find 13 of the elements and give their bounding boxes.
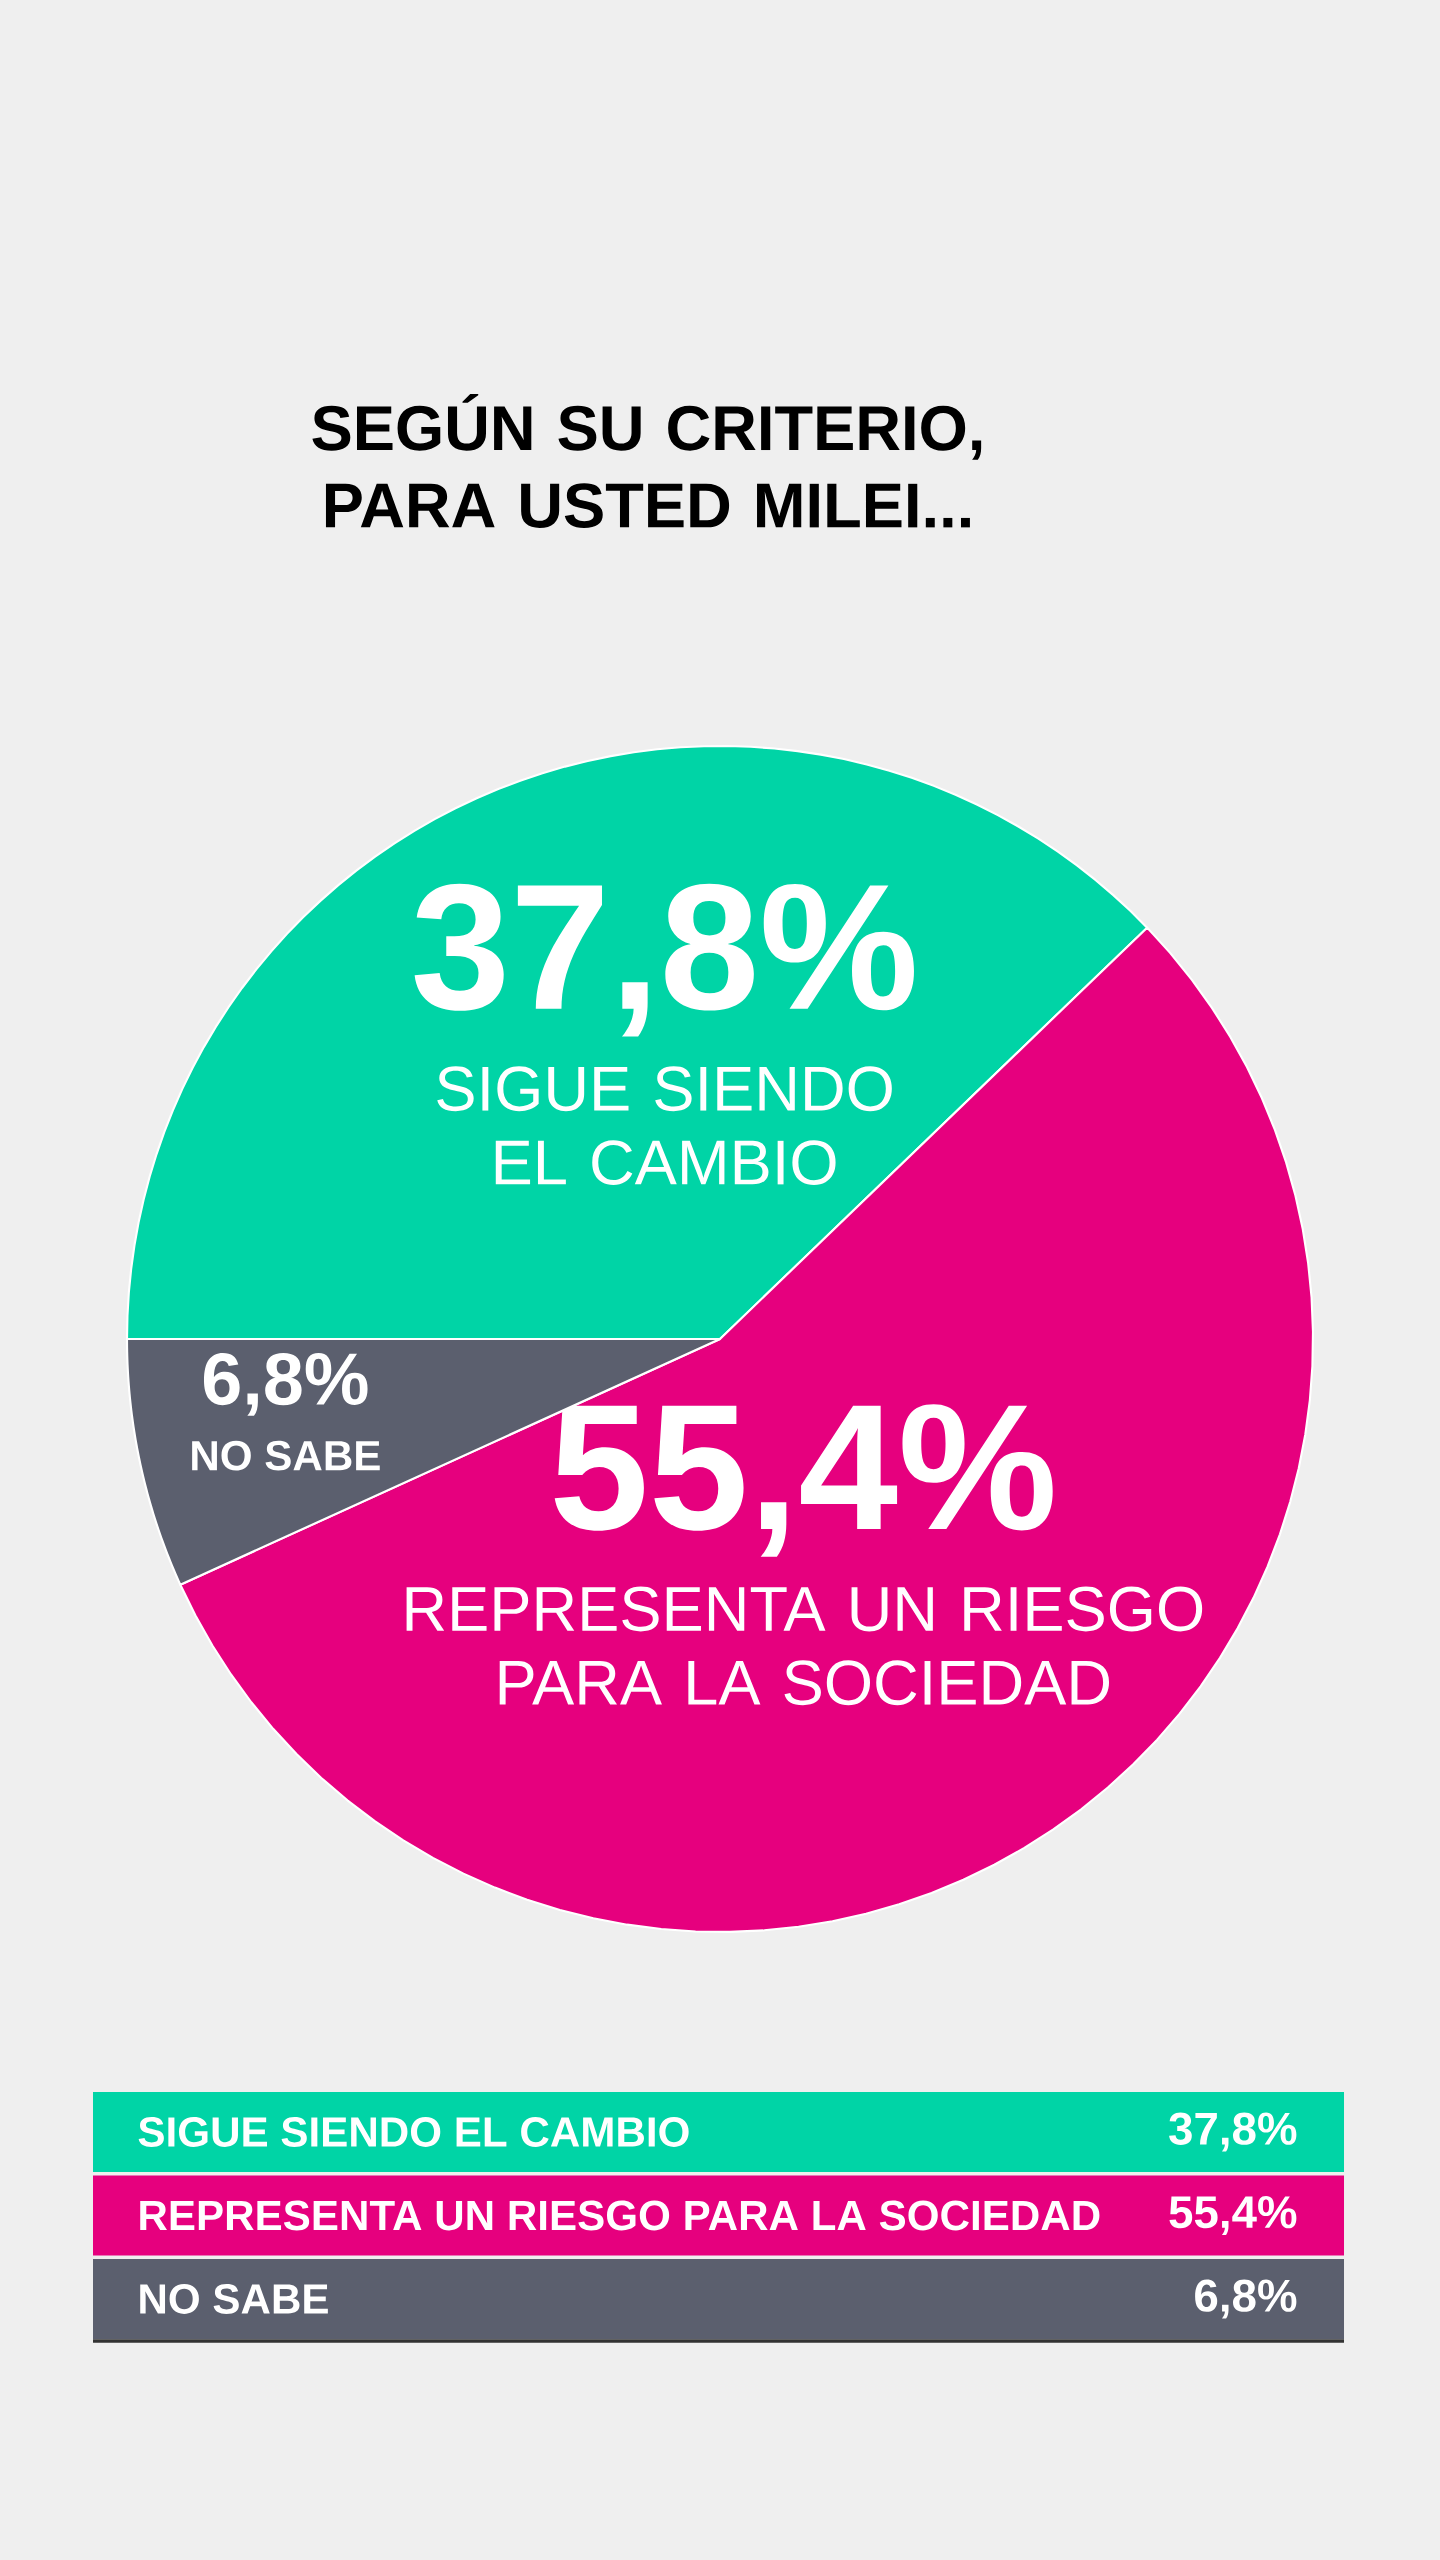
text: 37,8% xyxy=(1169,2112,1297,2152)
slice-label: SIGUE SIENDO EL CAMBIO xyxy=(437,1066,892,1185)
slice-label: REPRESENTA UN RIESGO PARA LA SOCIEDAD xyxy=(140,2200,1100,2231)
category-label: NO SABE xyxy=(140,2284,328,2314)
text: 55,4% xyxy=(1169,2196,1297,2235)
slice-label: REPRESENTA UN RIESGO PARA LA SOCIEDAD xyxy=(406,1586,1203,1706)
data-label: 55,4% xyxy=(554,1404,1053,1557)
slice-label: NO SABE xyxy=(192,1440,380,1471)
data-label: 37,8% xyxy=(414,883,914,1037)
category-label: SIGUE SIENDO EL CAMBIO xyxy=(138,2117,689,2147)
chart-title: SEGÚN SU CRITERIO, PARA USTED MILEI... xyxy=(312,393,982,528)
data-label: 6,8% xyxy=(203,1352,368,1416)
text: 6,8% xyxy=(1195,2279,1297,2319)
